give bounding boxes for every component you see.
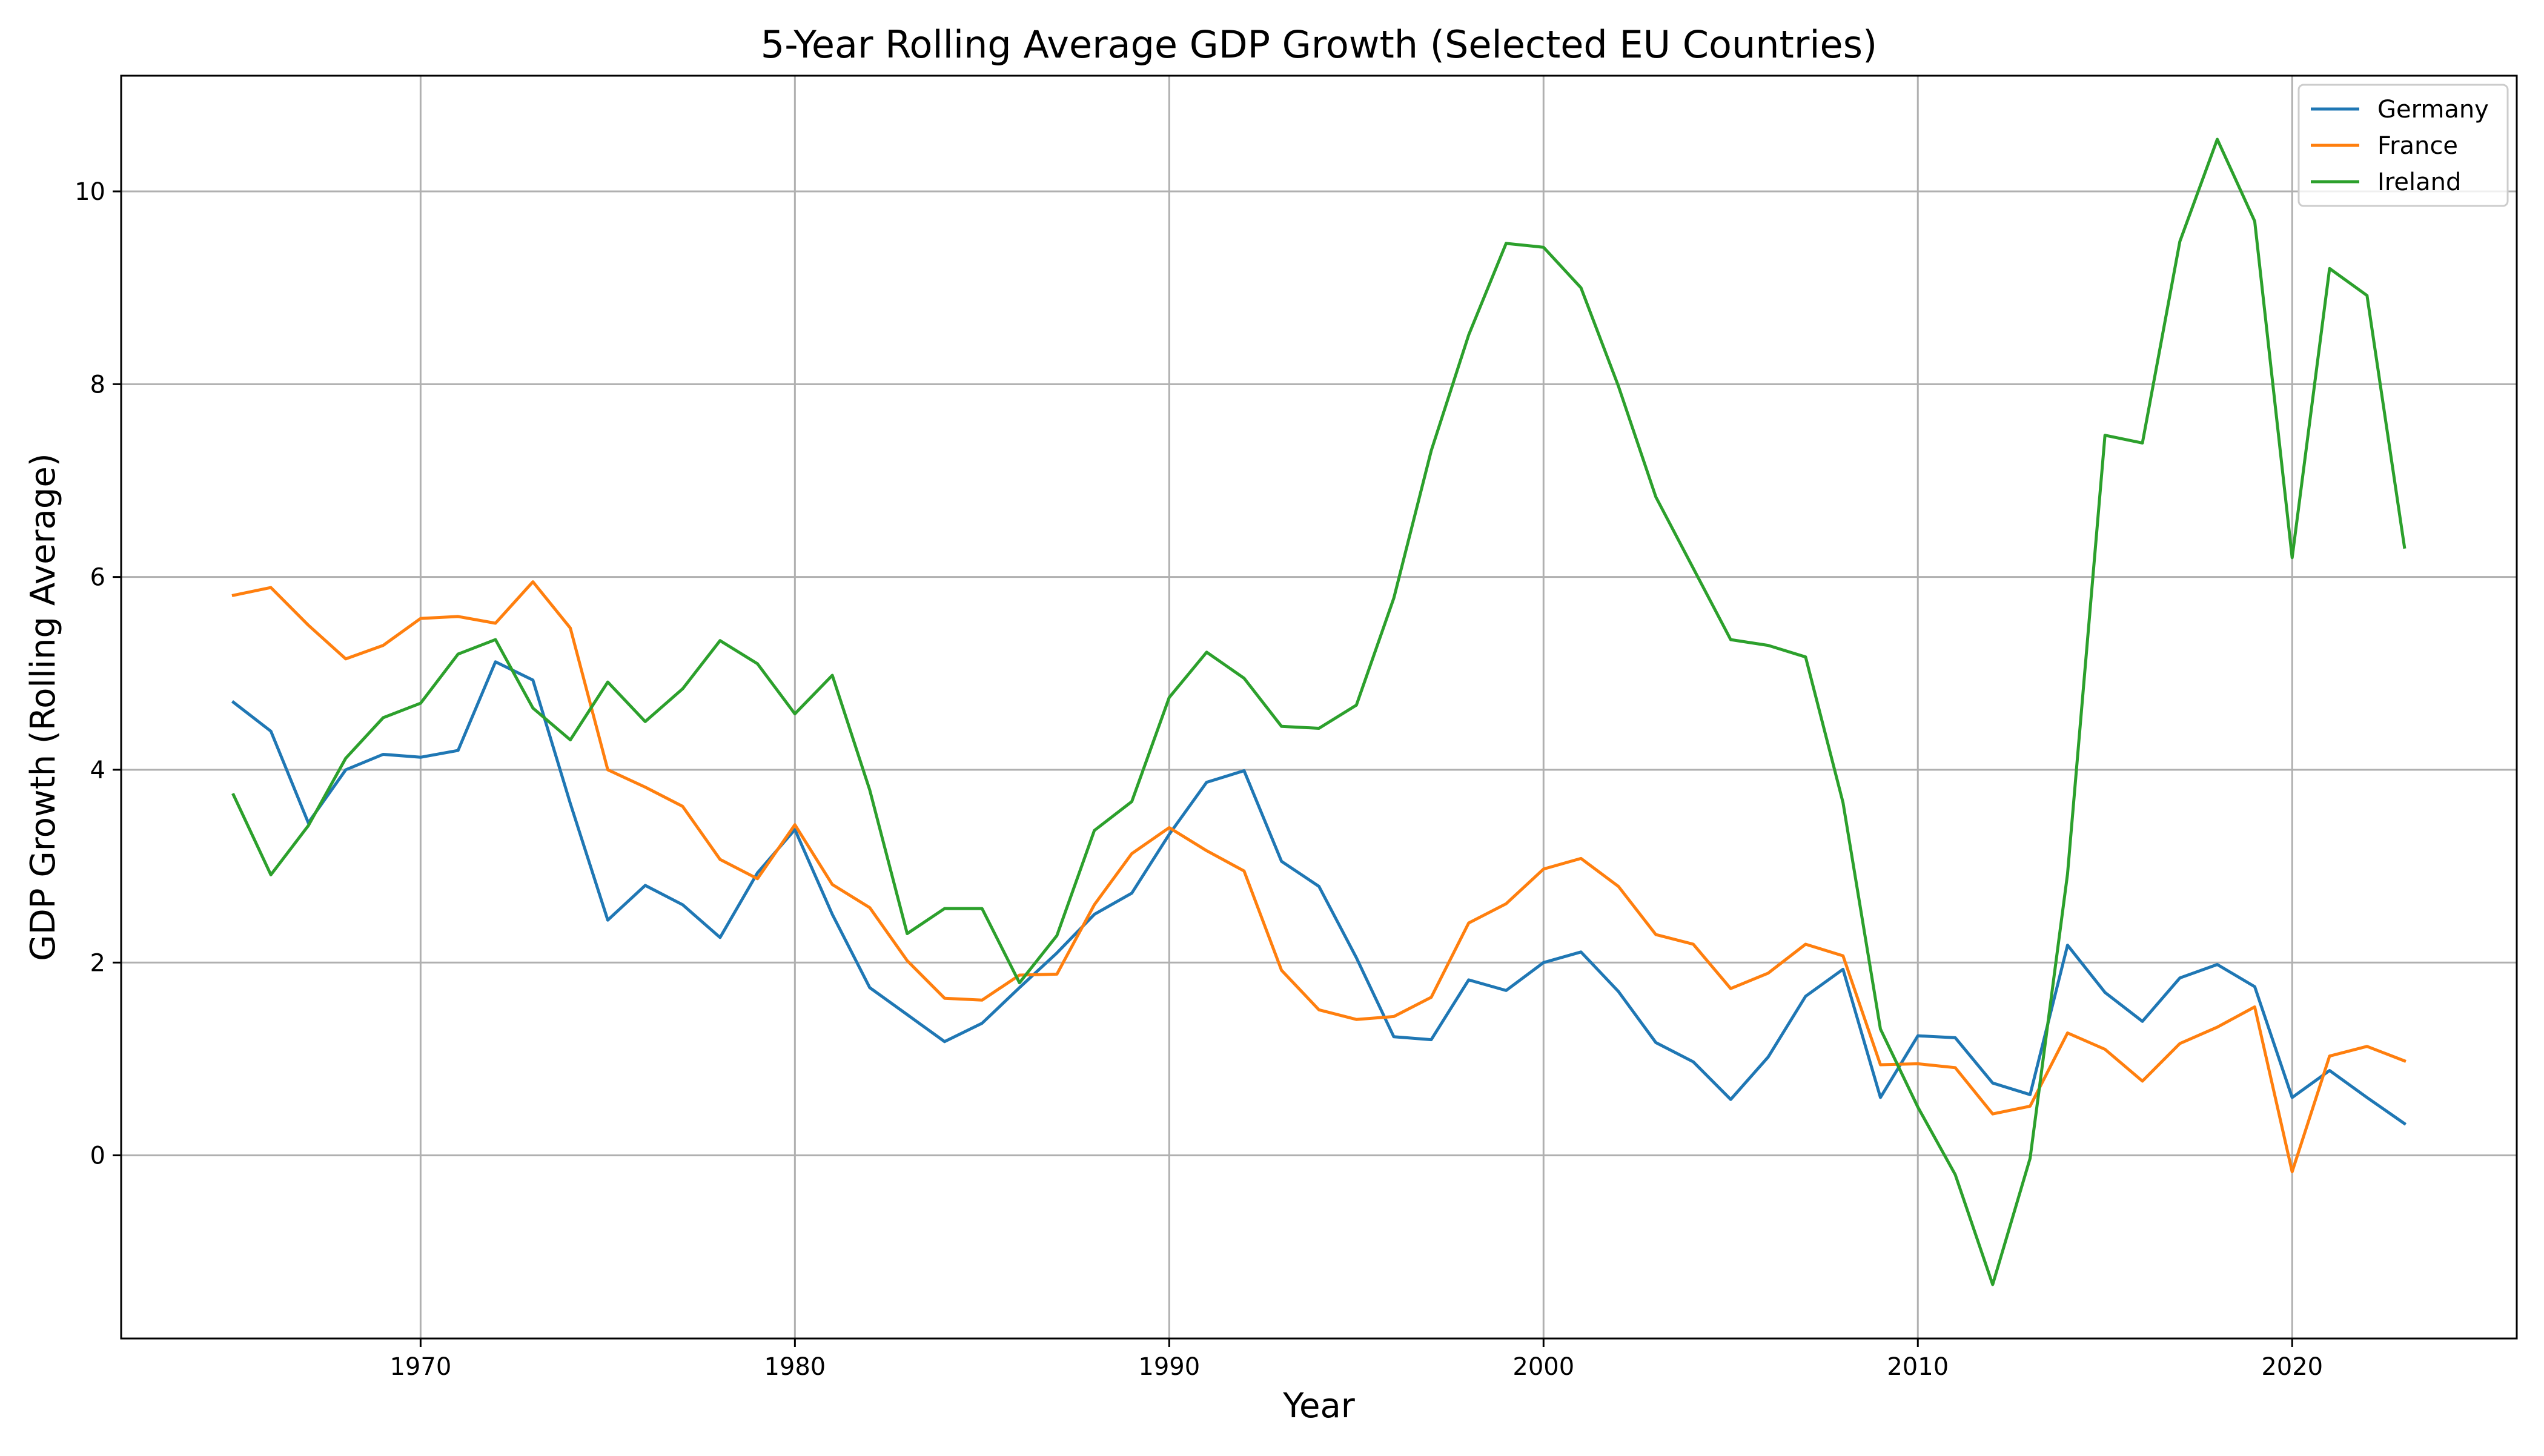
y-axis-label: GDP Growth (Rolling Average) — [24, 453, 63, 961]
legend-label: France — [2377, 132, 2458, 160]
x-tick-label: 2020 — [2261, 1353, 2323, 1381]
series-line-ireland — [231, 137, 2407, 1286]
y-tick-label: 0 — [90, 1142, 105, 1170]
series-lines — [231, 137, 2407, 1286]
x-tick-label: 2010 — [1887, 1353, 1949, 1381]
y-tick-label: 8 — [90, 371, 105, 399]
y-tick-label: 6 — [90, 564, 105, 592]
y-tick-label: 2 — [90, 949, 105, 977]
series-line-germany — [231, 660, 2407, 1126]
legend: Germany France Ireland — [2297, 84, 2509, 207]
x-tick-label: 2000 — [1512, 1353, 1574, 1381]
x-tick-label: 1970 — [389, 1353, 451, 1381]
x-tick-label: 1980 — [764, 1353, 826, 1381]
x-tick-label: 1990 — [1138, 1353, 1200, 1381]
chart-title: 5-Year Rolling Average GDP Growth (Selec… — [761, 22, 1877, 67]
y-tick-label: 4 — [90, 756, 105, 784]
legend-label: Ireland — [2377, 168, 2461, 196]
y-tick-label: 10 — [75, 178, 105, 206]
series-line-france — [231, 580, 2407, 1174]
axis-ticks: 1970 1980 1990 2000 2010 2020 0 2 4 6 8 10 — [75, 178, 2323, 1381]
plot-frame — [120, 74, 2518, 1340]
x-axis-label: Year — [1282, 1386, 1356, 1426]
grid-lines — [121, 76, 2517, 1339]
legend-box — [2297, 84, 2509, 207]
legend-label: Germany — [2377, 96, 2489, 124]
